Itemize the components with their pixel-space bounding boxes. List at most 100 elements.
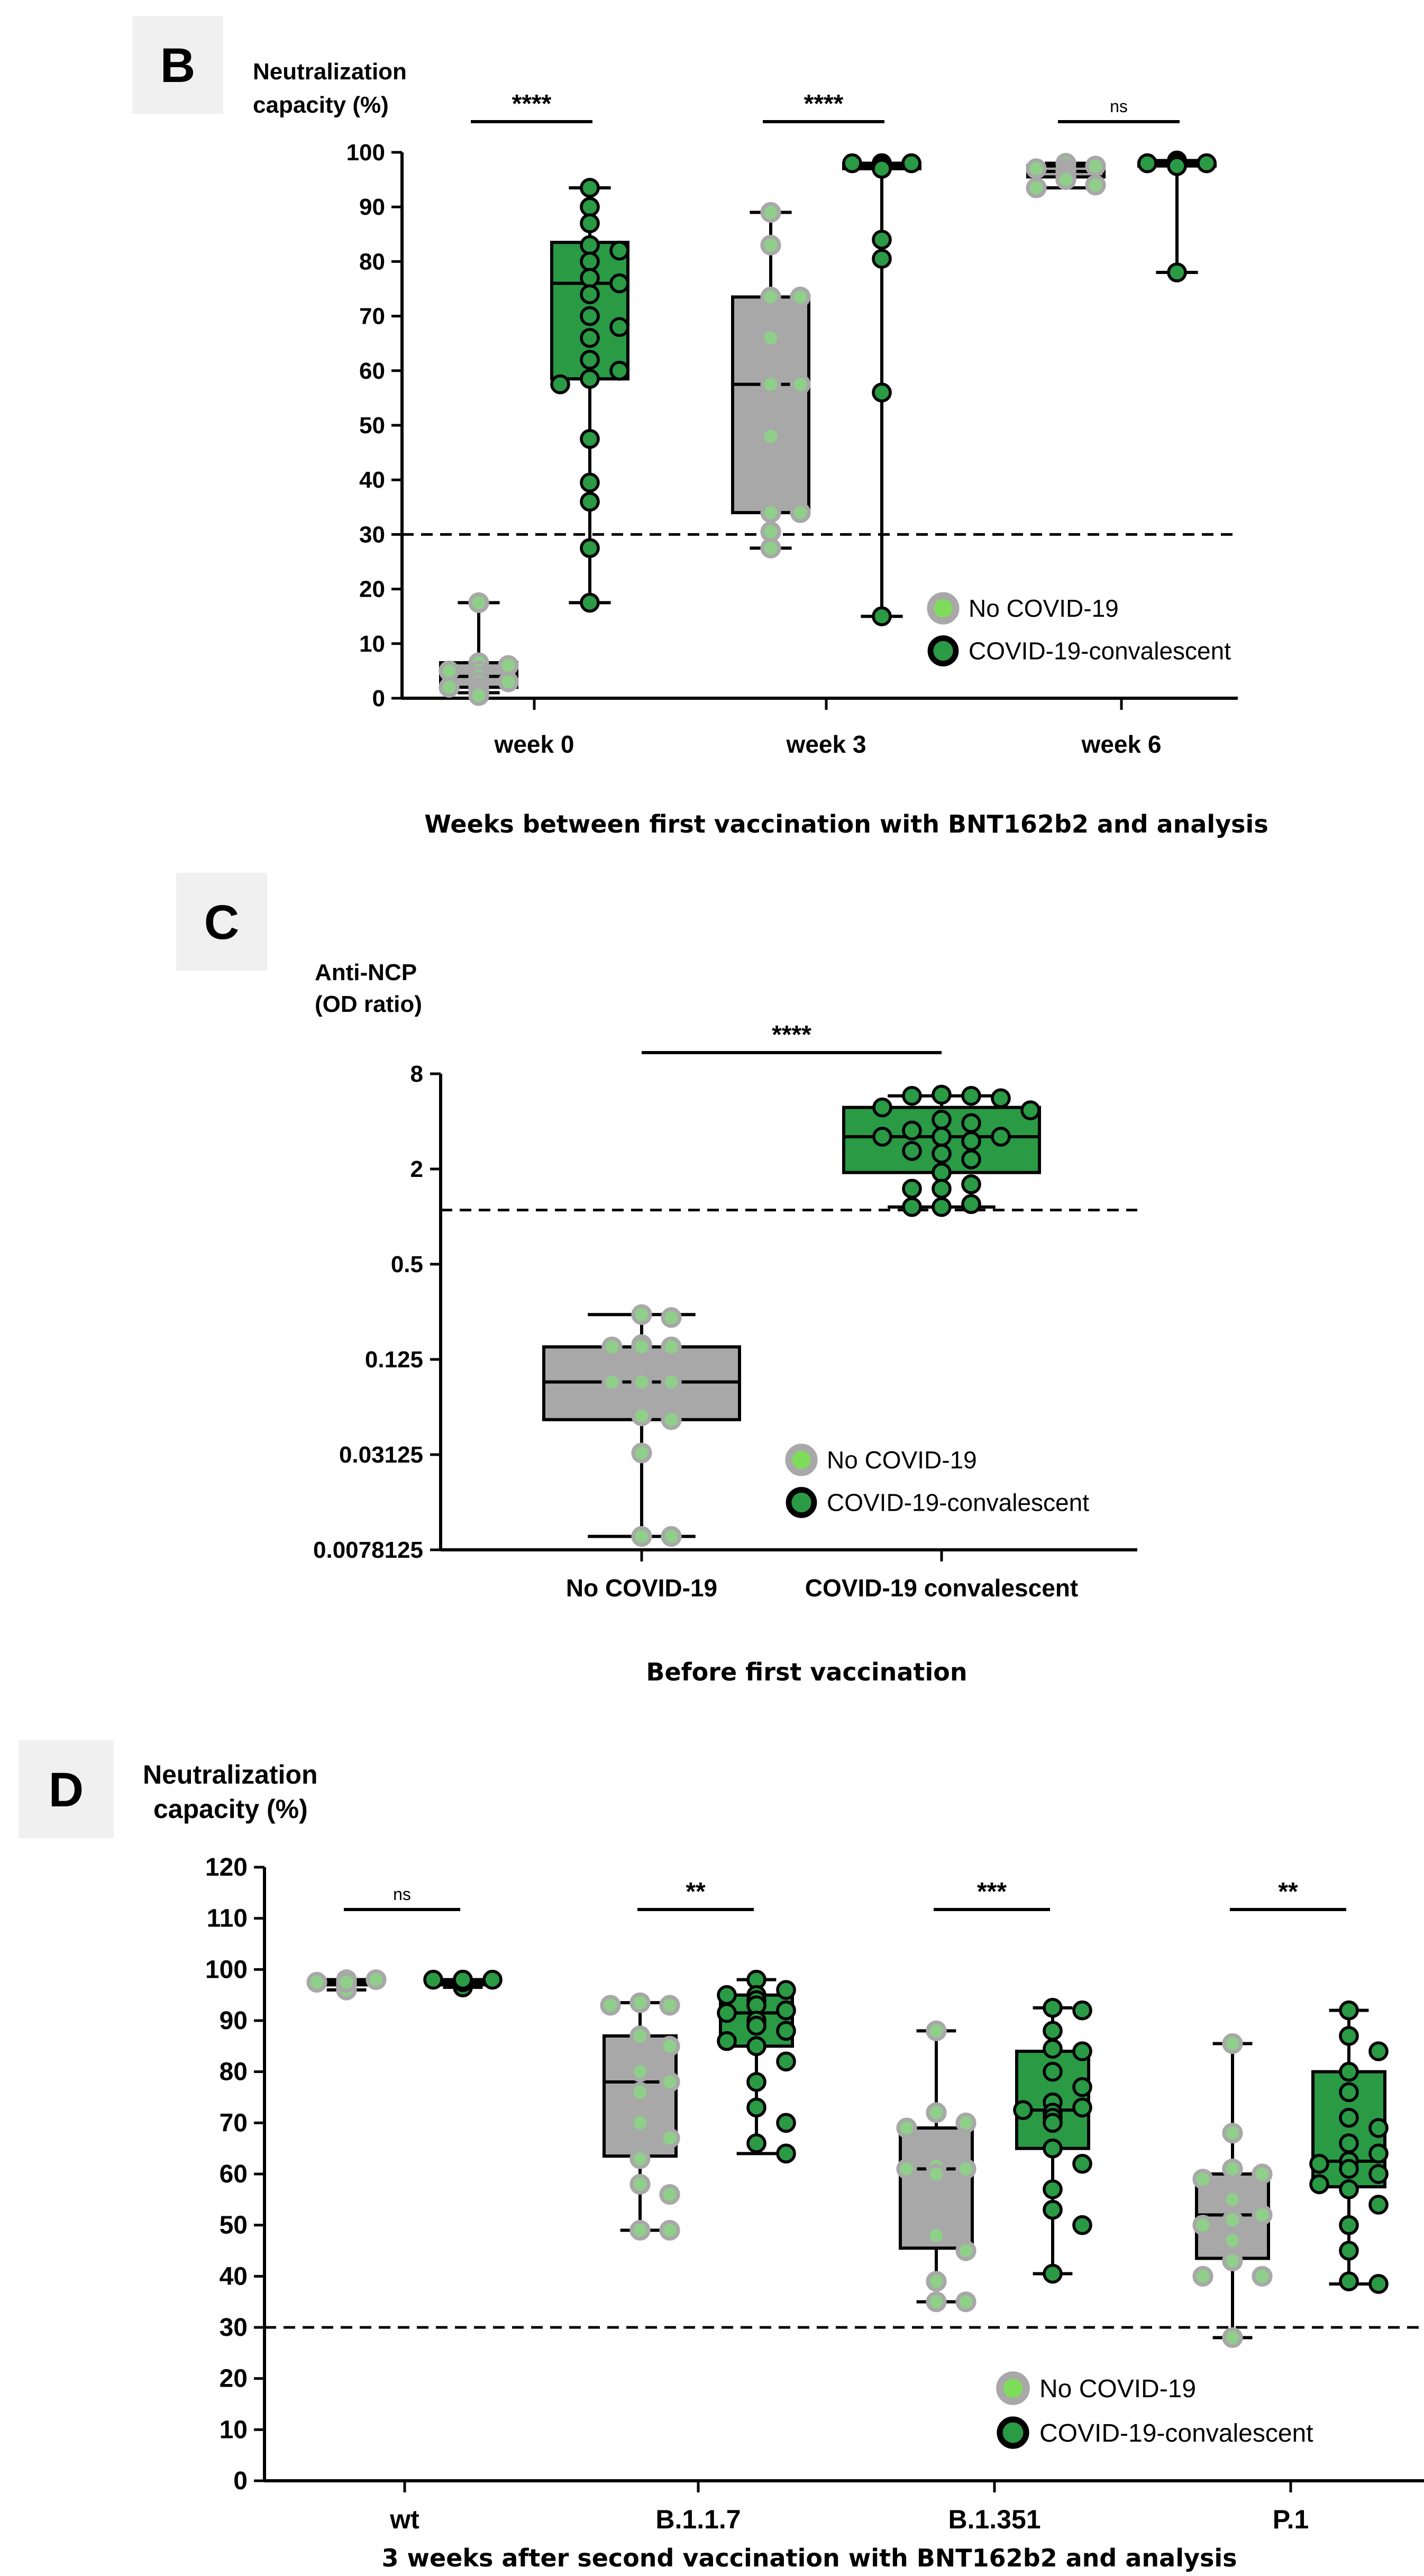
panel-d-green-1-point (717, 2003, 737, 2023)
panel-b-grey-0-point (439, 660, 460, 682)
panel-c-grey-point (631, 1372, 652, 1393)
panel-b-sig-2-label: ns (1110, 97, 1128, 116)
panel-b-green-0-point (609, 240, 629, 261)
panel-d-y-tick-label: 20 (220, 2365, 248, 2393)
panel-d-grey-1-point (659, 2127, 680, 2149)
panel-c-green-point (961, 1174, 981, 1194)
panel-c-x-tick-label: No COVID-19 (566, 1574, 717, 1602)
panel-d-x-tick-label: P.1 (1273, 2505, 1309, 2534)
panel-d-grey-3-point (1222, 2158, 1243, 2179)
panel-d-letter: D (49, 1763, 84, 1817)
panel-c-green-point (872, 1097, 892, 1118)
panel-d-grey-3-point (1222, 2189, 1243, 2210)
legend-no-covid-marker (927, 592, 960, 625)
panel-b-y-tick-label: 30 (359, 522, 385, 547)
panel-d-sig-2-label: *** (977, 1878, 1007, 1906)
panel-c-y-tick-label: 0.0078125 (313, 1537, 423, 1563)
panel-d-green-3-point (1339, 2241, 1359, 2261)
panel-c-grey-point (661, 1372, 682, 1393)
panel-d-green-2-point (1043, 2199, 1063, 2220)
panel-d-y-tick-label: 40 (220, 2262, 248, 2290)
panel-c-green-point (932, 1084, 952, 1105)
panel-c-green-point (961, 1149, 981, 1170)
legend-convalescent-label: COVID-19-convalescent (827, 1489, 1089, 1517)
panel-d-green-2-point (1072, 2215, 1092, 2235)
panel-d-y-tick-label: 120 (205, 1853, 248, 1881)
panel-b-grey-1-point (760, 426, 781, 447)
panel-b-green-1-point (872, 159, 892, 179)
panel-b-green-2-point (1167, 156, 1187, 176)
panel-d-green-2-point (1072, 2041, 1092, 2061)
panel-b-green-1-point (872, 249, 892, 269)
panel-d-green-2-point (1043, 2263, 1063, 2284)
panel-c-green-point (902, 1179, 922, 1199)
panel-b-grey-1-point (790, 502, 811, 523)
panel-b-grey-1-point (760, 537, 781, 559)
panel-d-green-3-point (1368, 2041, 1389, 2061)
panel-d-grey-3-point (1252, 2266, 1273, 2287)
legend-no-covid-marker (785, 1444, 818, 1476)
panel-d-grey-2-point (926, 2291, 947, 2313)
panel-d-green-1-point (717, 1985, 737, 2005)
panel-b-green-0-point (580, 428, 600, 449)
panel-d-grey-3-point (1252, 2204, 1273, 2225)
panel-d-grey-2-point (896, 2117, 917, 2139)
legend-no-covid-label: No COVID-19 (969, 595, 1119, 622)
panel-d-green-3-point (1339, 2215, 1359, 2235)
panel-d-grey-2-point (955, 2291, 976, 2313)
panel-b-letter: B (160, 39, 195, 93)
panel-d-y-tick-label: 70 (220, 2109, 248, 2137)
panel-c-grey-point (601, 1372, 623, 1393)
panel-d-grey-1-point (629, 2219, 651, 2241)
panel-b-grey-2-point (1085, 156, 1106, 177)
panel-c-green-point (902, 1141, 922, 1161)
panel-b-grey-1-point (760, 202, 781, 223)
panel-b-sig-0-label: **** (512, 90, 552, 118)
panel-b-letter-box (132, 16, 223, 114)
legend-no-covid-label: No COVID-19 (1039, 2375, 1196, 2403)
panel-d-x-tick-label: wt (389, 2505, 419, 2534)
panel-b-sig-1-label: **** (804, 90, 844, 118)
panel-d-grey-0-point (336, 1971, 357, 1993)
panel-d-caption: 3 weeks after second vaccination with BN… (382, 2544, 1237, 2572)
panel-d-green-2-point (1043, 2039, 1063, 2059)
panel-d-green-1-point (776, 1980, 796, 2000)
panel-d-y-tick-label: 110 (207, 1905, 248, 1933)
panel-d-green-3-point (1339, 2107, 1359, 2128)
panel-b-grey-0-point (498, 655, 519, 676)
panel-d-green-3-point (1339, 2082, 1359, 2103)
panel-b-green-0-point (609, 360, 629, 381)
panel-c-grey-point (631, 1336, 652, 1357)
panel-d-green-3-point (1368, 2118, 1389, 2138)
panel-d-y-tick-label: 60 (220, 2160, 248, 2188)
panel-b-grey-1-point (760, 327, 781, 349)
panel-b-x-tick-label: week 3 (786, 730, 866, 758)
panel-c-ylabel-line2: (OD ratio) (315, 991, 422, 1017)
panel-b-green-0-point (580, 268, 600, 288)
panel-d-grey-2-point (926, 2020, 947, 2041)
panel-c-y-tick-label: 0.03125 (339, 1442, 423, 1468)
panel-d-green-3-point (1339, 2000, 1359, 2021)
panel-d-grey-1-point (629, 2061, 651, 2082)
panel-c-y-tick-label: 8 (410, 1061, 423, 1087)
panel-b-grey-0-point (498, 671, 519, 692)
panel-d-green-3-point (1368, 2164, 1389, 2184)
panel-b-grey-1-point (790, 286, 811, 308)
panel-d-green-2-point (1043, 1998, 1063, 2018)
panel-b-grey-1-point (760, 502, 781, 523)
panel-c-green-point (961, 1085, 981, 1106)
panel-b-ylabel-line2: capacity (%) (253, 92, 389, 118)
panel-b-green-0-point (580, 284, 600, 305)
panel-d-grey-2-point (926, 2163, 947, 2185)
panel-c-green-point (902, 1085, 922, 1106)
panel-d-grey-3-point (1222, 2250, 1243, 2271)
panel-d-green-2-point (1043, 2179, 1063, 2199)
panel-d-green-1-point (776, 2000, 796, 2021)
panel-d-green-1-point (776, 2143, 796, 2164)
panel-d-y-tick-label: 10 (220, 2416, 248, 2444)
panel-d-green-2-point (1072, 2153, 1092, 2174)
panel-d-green-1-point (746, 2036, 766, 2057)
panel-d-grey-3-point (1222, 2230, 1243, 2251)
panel-d: D Neutralization capacity (%) 0 10 20 30 40 5… (19, 1740, 1424, 2572)
panel-c-grey-point (631, 1442, 652, 1464)
